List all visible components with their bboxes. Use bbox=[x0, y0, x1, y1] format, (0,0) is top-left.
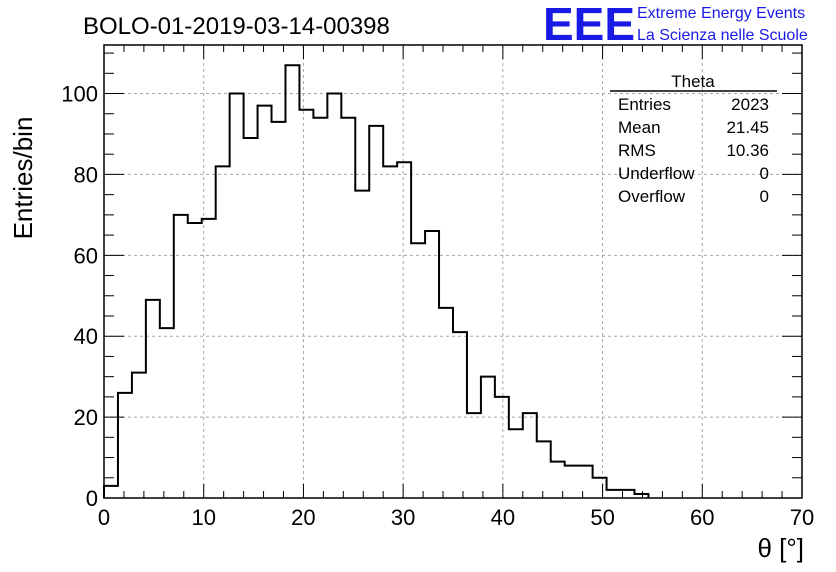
stats-label: Overflow bbox=[618, 187, 686, 206]
x-tick-label: 30 bbox=[391, 505, 415, 530]
y-tick-label: 100 bbox=[61, 82, 98, 107]
logo: EEE Extreme Energy Events La Scienza nel… bbox=[543, 0, 808, 50]
plot-frame bbox=[103, 44, 803, 499]
x-tick-label: 0 bbox=[98, 505, 110, 530]
y-tick-label: 40 bbox=[74, 324, 98, 349]
x-tick-labels: 0 10 20 30 40 50 60 70 bbox=[98, 505, 814, 530]
logo-line2: La Scienza nelle Scuole bbox=[637, 27, 808, 44]
y-tick-label: 80 bbox=[74, 162, 98, 187]
y-axis-title: Entries/bin bbox=[8, 117, 38, 240]
stats-title: Theta bbox=[671, 72, 715, 91]
stats-box: Theta Entries 2023 Mean 21.45 RMS 10.36 Underf… bbox=[610, 72, 777, 206]
stats-value: 2023 bbox=[731, 95, 769, 114]
x-tick-label: 50 bbox=[590, 505, 614, 530]
grid bbox=[104, 45, 802, 498]
y-tick-label: 20 bbox=[74, 405, 98, 430]
y-tick-labels: 0 20 40 60 80 100 bbox=[61, 82, 98, 511]
x-tick-label: 40 bbox=[491, 505, 515, 530]
histogram-outline bbox=[103, 64, 650, 498]
stats-value: 21.45 bbox=[726, 118, 769, 137]
stats-value: 10.36 bbox=[726, 141, 769, 160]
x-tick-label: 20 bbox=[291, 505, 315, 530]
stats-rows: Entries 2023 Mean 21.45 RMS 10.36 Underflow 0 Ov… bbox=[618, 95, 769, 206]
axis-ticks bbox=[103, 45, 803, 499]
logo-letters: EEE bbox=[543, 0, 635, 50]
logo-line1: Extreme Energy Events bbox=[637, 5, 805, 22]
stats-label: Mean bbox=[618, 118, 661, 137]
x-tick-label: 10 bbox=[191, 505, 215, 530]
stats-label: Entries bbox=[618, 95, 671, 114]
stats-value: 0 bbox=[760, 187, 769, 206]
stats-label: RMS bbox=[618, 141, 656, 160]
chart-title: BOLO-01-2019-03-14-00398 bbox=[83, 13, 390, 40]
y-tick-label: 60 bbox=[74, 243, 98, 268]
x-axis-title: θ [°] bbox=[757, 533, 804, 563]
stats-label: Underflow bbox=[618, 164, 695, 183]
x-tick-label: 60 bbox=[690, 505, 714, 530]
stats-value: 0 bbox=[760, 164, 769, 183]
x-tick-label: 70 bbox=[790, 505, 814, 530]
y-tick-label: 0 bbox=[86, 486, 98, 511]
